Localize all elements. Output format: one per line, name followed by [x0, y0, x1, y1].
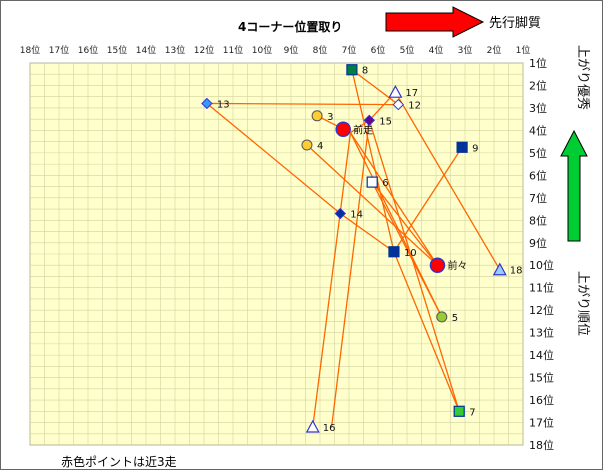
connector-line — [371, 181, 438, 266]
x-tick-label: 4位 — [429, 44, 444, 56]
point-label: 10 — [404, 248, 417, 259]
y-tick-label: 15位 — [529, 371, 554, 385]
x-tick-label: 18位 — [20, 44, 40, 56]
point-label: 18 — [510, 266, 523, 277]
connector-line — [339, 213, 395, 253]
x-tick-label: 17位 — [49, 44, 69, 56]
x-tick-label: 11位 — [223, 44, 243, 56]
recent-point-marker — [429, 257, 446, 273]
y-arrow-label-top: 上がり優秀 — [575, 45, 590, 110]
point-marker — [436, 311, 448, 323]
data-points: 8 17 12 13 3 15 4 9 6 14 10 18 5 7 16 — [201, 64, 523, 434]
point-label: 6 — [382, 178, 388, 189]
point-marker — [334, 207, 347, 220]
point-marker — [456, 141, 468, 153]
y-tick-label: 2位 — [529, 78, 547, 92]
point-label: 8 — [362, 66, 368, 77]
point-marker — [305, 419, 320, 433]
point-label: 12 — [408, 101, 421, 112]
y-tick-label: 7位 — [529, 191, 547, 205]
point-label: 4 — [317, 141, 323, 152]
x-tick-label: 5位 — [400, 44, 415, 56]
point-label: 3 — [327, 112, 333, 123]
x-tick-label: 15位 — [107, 44, 127, 56]
x-tick-label: 13位 — [165, 44, 185, 56]
connector-line — [368, 120, 460, 412]
x-tick-label: 10位 — [252, 44, 272, 56]
point-label: 9 — [472, 143, 478, 154]
y-tick-label: 1位 — [529, 56, 547, 70]
point-marker — [311, 110, 323, 122]
x-tick-label: 2位 — [487, 44, 502, 56]
x-tick-label: 7位 — [342, 44, 357, 56]
point-marker — [366, 176, 378, 188]
point-marker — [363, 114, 376, 127]
connector-line — [394, 91, 501, 271]
point-marker — [388, 246, 400, 258]
x-tick-label: 14位 — [136, 44, 156, 56]
y-arrow-label-bottom: 上がり順位 — [575, 271, 590, 336]
y-tick-label: 4位 — [529, 123, 547, 137]
recent-point-label: 前走 — [353, 123, 373, 136]
y-tick-label: 8位 — [529, 213, 547, 227]
x-tick-label: 8位 — [313, 44, 328, 56]
point-marker — [392, 98, 405, 111]
x-tick-label: 6位 — [371, 44, 386, 56]
connector-line — [330, 120, 370, 428]
recent-point-marker — [335, 121, 351, 138]
point-label: 16 — [323, 423, 336, 434]
x-arrow — [385, 6, 485, 38]
y-tick-label: 14位 — [529, 348, 554, 362]
connector-line — [351, 69, 399, 106]
x-tick-label: 16位 — [78, 44, 98, 56]
recent-point-label: 前々 — [447, 259, 467, 272]
x-tick-label: 12位 — [194, 44, 214, 56]
y-tick-label: 16位 — [529, 393, 554, 407]
footnote: 赤色ポイントは近3走 — [61, 455, 177, 469]
x-tick-labels: 18位 17位 16位 15位 14位 13位 12位 11位 10位 9位 8位 7位 6位 5位 4位 3… — [20, 44, 531, 56]
chart-title: 4コーナー位置取り — [238, 19, 342, 34]
connector-line — [312, 132, 352, 428]
y-tick-label: 12位 — [529, 303, 554, 317]
point-label: 17 — [405, 88, 418, 99]
connector-line — [206, 102, 399, 106]
point-marker — [492, 262, 507, 276]
y-tick-label: 17位 — [529, 416, 554, 430]
point-label: 7 — [469, 407, 475, 418]
point-label: 13 — [217, 99, 230, 110]
point-marker — [201, 97, 213, 110]
point-marker — [301, 139, 313, 151]
y-tick-label: 11位 — [529, 281, 554, 295]
x-tick-label: 9位 — [284, 44, 299, 56]
x-arrow-label: 先行脚質 — [489, 15, 541, 31]
point-marker — [453, 405, 465, 417]
y-tick-labels: 1位 2位 3位 4位 5位 6位 7位 8位 9位 10位 11位 12位 13位 14位 15位 16位 1… — [529, 56, 554, 452]
y-tick-label: 3位 — [529, 101, 547, 115]
connector-line — [371, 181, 443, 318]
point-marker — [346, 64, 358, 76]
x-tick-label: 3位 — [458, 44, 473, 56]
grid — [29, 62, 524, 446]
y-arrow — [560, 129, 588, 242]
y-tick-label: 13位 — [529, 326, 554, 340]
point-label: 15 — [379, 116, 392, 127]
connector-line — [393, 146, 463, 253]
y-tick-label: 9位 — [529, 236, 547, 250]
point-label: 5 — [452, 313, 458, 324]
x-tick-label: 1位 — [516, 44, 531, 56]
connector-line — [206, 102, 341, 215]
point-marker — [388, 84, 403, 98]
y-tick-label: 6位 — [529, 168, 547, 182]
y-tick-label: 5位 — [529, 146, 547, 160]
connector-line — [393, 251, 460, 412]
y-tick-label: 18位 — [529, 438, 554, 452]
connector-line — [306, 144, 438, 266]
y-tick-label: 10位 — [529, 258, 554, 272]
connector-line — [351, 69, 395, 252]
point-label: 14 — [350, 210, 363, 221]
